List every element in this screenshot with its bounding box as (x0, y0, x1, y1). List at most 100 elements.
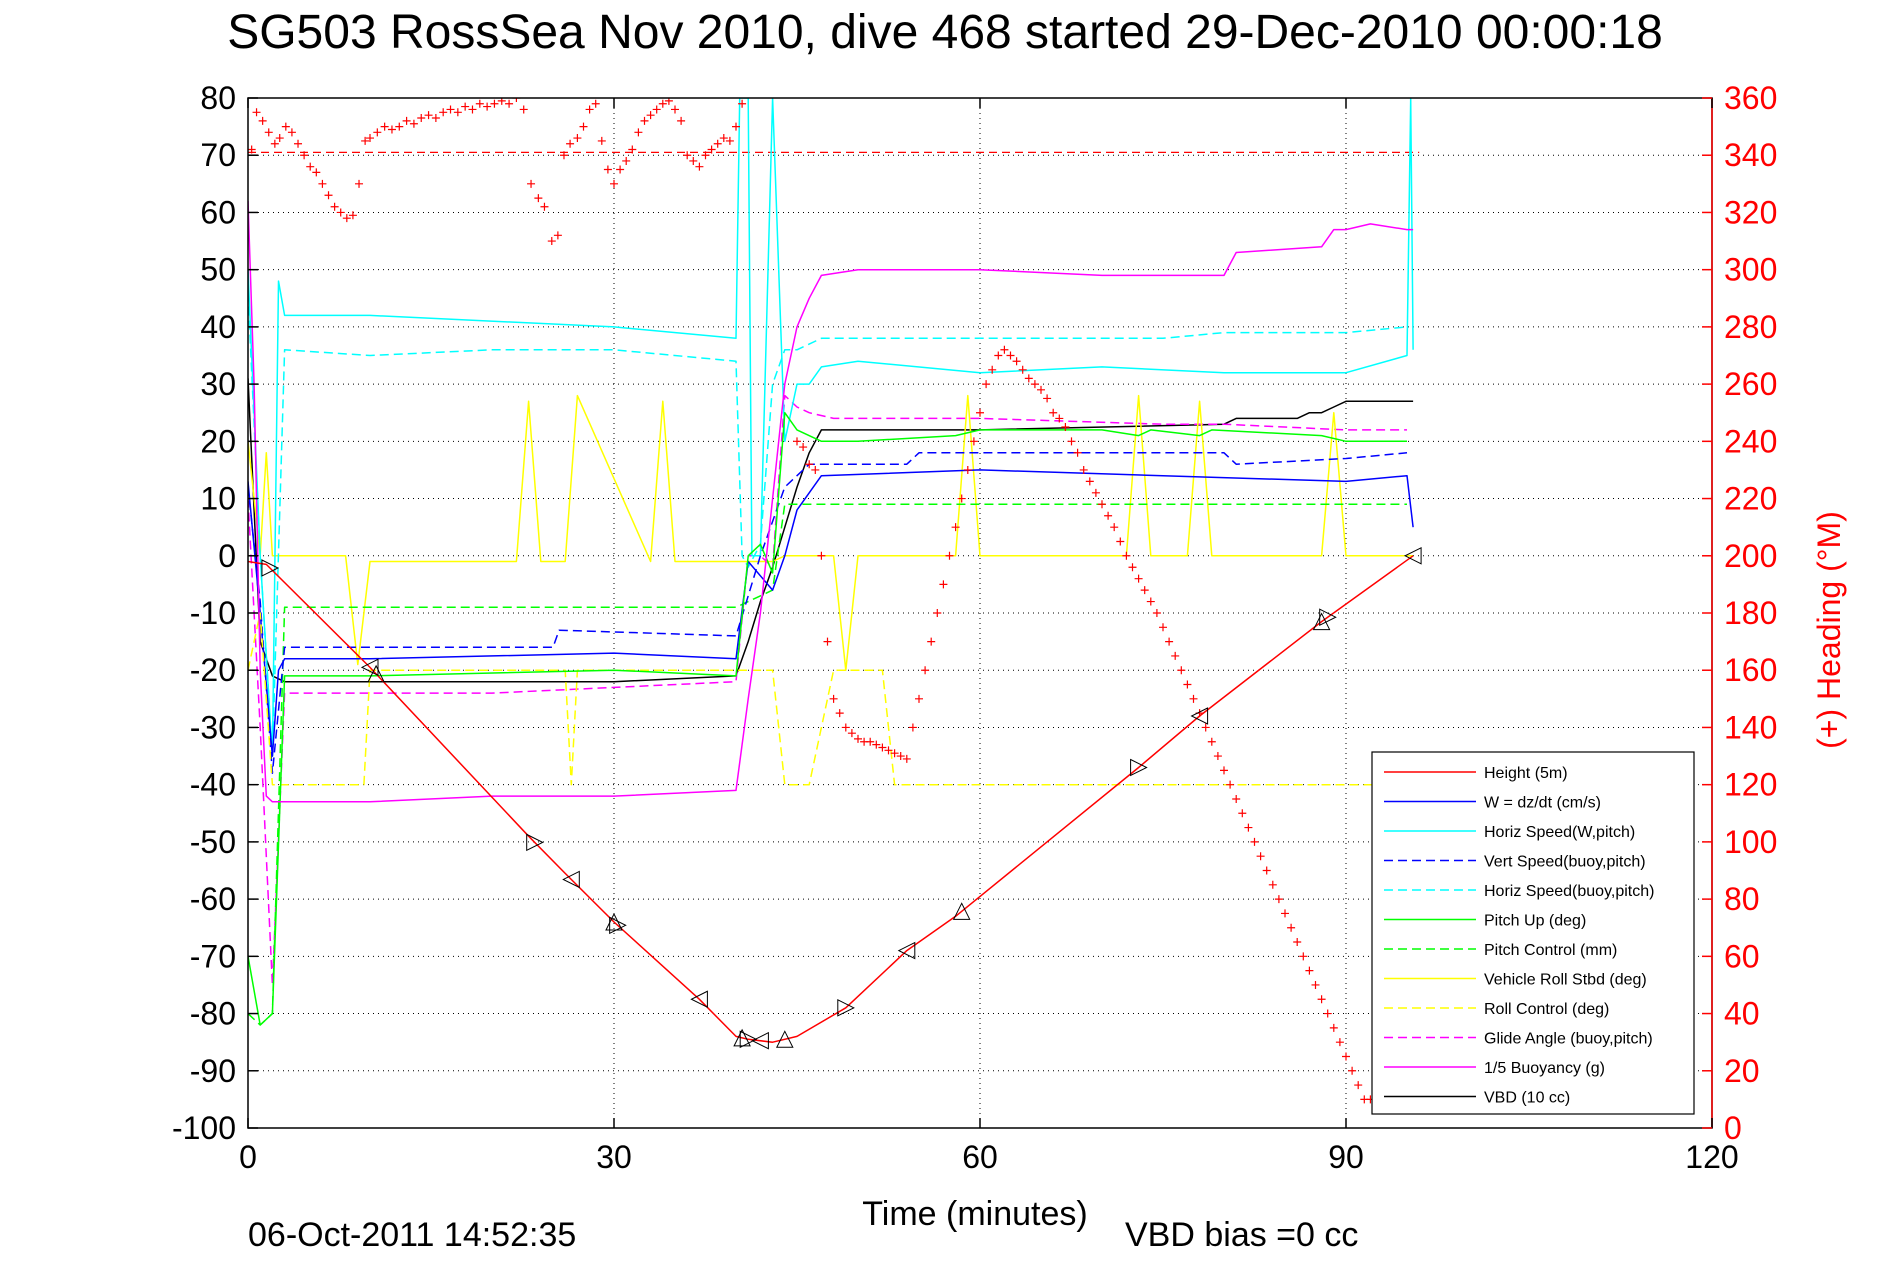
chart-title: SG503 RossSea Nov 2010, dive 468 started… (227, 6, 1663, 59)
heading-point (1189, 694, 1198, 703)
heading-point (969, 437, 978, 446)
legend-entry: Vert Speed(buoy,pitch) (1484, 854, 1646, 871)
heading-point (799, 443, 808, 452)
legend-entry: Horiz Speed(W,pitch) (1484, 824, 1635, 841)
heading-point (1213, 752, 1222, 761)
y-left-tick-label: 60 (200, 194, 236, 230)
series-line-w-dz-dt-cm-s (248, 469, 1414, 757)
heading-point (431, 114, 440, 123)
heading-point (1134, 574, 1143, 583)
heading-point (866, 737, 875, 746)
series-line-height-5m (248, 555, 1414, 1043)
heading-point (281, 122, 290, 131)
heading-point (505, 99, 514, 108)
y-right-tick-label: 100 (1724, 824, 1777, 860)
heading-point (915, 694, 923, 703)
footer-vbd-bias: VBD bias =0 cc (1125, 1216, 1358, 1254)
heading-point (616, 165, 625, 174)
heading-point (1183, 680, 1192, 689)
footer-timestamp: 06-Oct-2011 14:52:35 (248, 1216, 576, 1254)
heading-point (1037, 385, 1045, 394)
heading-point (652, 105, 661, 114)
heading-point (512, 98, 521, 102)
heading-point (1128, 563, 1137, 572)
height-marker (526, 833, 544, 852)
heading-point (373, 128, 382, 137)
heading-point (446, 105, 455, 114)
x-tick-label: 120 (1685, 1139, 1738, 1175)
heading-point (439, 108, 448, 117)
heading-point (1043, 394, 1052, 403)
heading-point (409, 119, 418, 128)
height-marker (1130, 758, 1148, 777)
series-line-horiz-speed-w-pitch (248, 98, 1414, 757)
heading-point (1348, 1066, 1357, 1075)
series-line-1-5-buoyancy-g (248, 200, 1414, 803)
heading-point (994, 351, 1003, 360)
heading-point (318, 179, 327, 188)
heading-point (847, 729, 856, 738)
y-left-tick-label: 30 (200, 366, 236, 402)
heading-point (336, 208, 345, 217)
heading-point (634, 128, 643, 137)
heading-point (677, 116, 686, 125)
heading-point (640, 116, 649, 125)
heading-point (1079, 465, 1088, 474)
series-line-vert-speed-buoy-pitch (248, 452, 1408, 774)
heading-point (1201, 723, 1210, 732)
y-left-tick-label: 0 (218, 538, 236, 574)
y-right-tick-label: 40 (1724, 996, 1760, 1032)
heading-point (252, 108, 261, 117)
heading-point (738, 99, 747, 108)
heading-point (1274, 895, 1283, 904)
y-right-tick-label: 60 (1724, 938, 1760, 974)
x-tick-label: 30 (596, 1139, 632, 1175)
y-right-tick-label: 300 (1724, 252, 1777, 288)
heading-point (1171, 651, 1180, 660)
heading-point (884, 746, 893, 755)
heading-point (490, 99, 499, 108)
heading-point (1335, 1038, 1344, 1047)
heading-point (793, 437, 801, 446)
heading-point (1085, 477, 1094, 486)
x-axis-label: Time (minutes) (862, 1195, 1087, 1233)
heading-point (811, 465, 820, 474)
heading-point (534, 194, 543, 203)
series-line-pitch-control-mm (248, 503, 1407, 1026)
heading-point (1342, 1052, 1350, 1061)
heading-point (1006, 351, 1015, 360)
heading-point (312, 168, 321, 177)
heading-point (387, 125, 396, 134)
heading-point (1091, 488, 1100, 497)
heading-point (908, 723, 917, 732)
heading-point (287, 128, 296, 137)
y-right-tick-label: 360 (1724, 80, 1777, 116)
heading-point (348, 211, 357, 220)
heading-point (275, 134, 284, 143)
heading-point (355, 179, 364, 188)
series-line-vbd-10-cc (248, 378, 1414, 683)
heading-point (951, 523, 960, 532)
heading-point (1281, 909, 1289, 918)
heading-point (1207, 737, 1216, 746)
y-right-tick-label: 280 (1724, 309, 1777, 345)
heading-point (1049, 408, 1058, 417)
heading-point (1250, 837, 1259, 846)
legend: Height (5m) W = dz/dt (cm/s) Horiz Speed(W… (1371, 751, 1695, 1115)
heading-point (366, 134, 374, 143)
heading-point (1012, 357, 1021, 366)
heading-point (945, 551, 954, 560)
heading-point (1061, 423, 1070, 432)
heading-point (1232, 794, 1241, 803)
y-right-tick-label: 220 (1724, 481, 1777, 517)
heading-point (1055, 414, 1064, 423)
heading-point (939, 580, 948, 589)
heading-point (1323, 1009, 1332, 1018)
heading-point (1317, 995, 1326, 1004)
height-marker (897, 941, 916, 960)
heading-point (417, 114, 426, 123)
heading-point (258, 116, 267, 125)
y-right-tick-label: 340 (1724, 137, 1777, 173)
height-marker (367, 664, 385, 683)
